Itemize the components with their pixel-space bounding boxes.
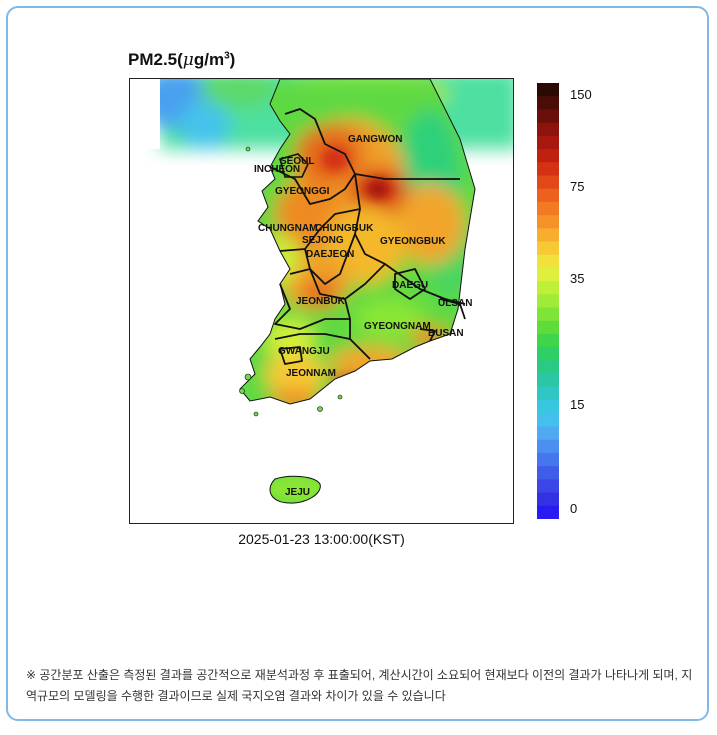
region-label-gyeongnam: GYEONGNAM: [364, 321, 431, 332]
colorbar-segment: [537, 241, 559, 256]
region-label-incheon: INCHEON: [254, 164, 300, 175]
colorbar-segment: [537, 201, 559, 216]
colorbar-segment: [537, 505, 559, 519]
colorbar-segment: [537, 215, 559, 229]
region-label-ulsan: ULSAN: [438, 298, 472, 309]
colorbar-segment: [537, 83, 559, 97]
region-label-gangwon: GANGWON: [348, 134, 402, 145]
region-label-chungbuk: CHUNGBUK: [315, 223, 374, 234]
region-label-daegu: DAEGU: [392, 280, 428, 291]
colorbar-tick-15: 15: [570, 397, 585, 412]
region-label-sejong: SEJONG: [302, 235, 344, 246]
colorbar-segment: [537, 307, 559, 322]
colorbar-segment: [537, 135, 559, 150]
colorbar-segment: [537, 109, 559, 124]
colorbar-tick-35: 35: [570, 271, 585, 286]
colorbar-segment: [537, 188, 559, 203]
colorbar-segment: [537, 149, 559, 163]
colorbar-segment: [537, 479, 559, 494]
colorbar-segment: [537, 175, 559, 190]
colorbar-tick-0: 0: [570, 501, 578, 516]
colorbar-segment: [537, 452, 559, 467]
pm25-colorbar: [537, 83, 559, 519]
colorbar-segment: [537, 386, 559, 401]
colorbar-tick-75: 75: [570, 179, 585, 194]
colorbar-segment: [537, 267, 559, 282]
colorbar-segment: [537, 254, 559, 269]
region-label-jeonbuk: JEONBUK: [296, 296, 346, 307]
colorbar-tick-150: 150: [570, 87, 592, 102]
region-label-jeonnam: JEONNAM: [286, 368, 336, 379]
colorbar-segment: [537, 439, 559, 454]
pm25-map: GANGWON SEOUL INCHEON GYEONGGI CHUNGNAM …: [129, 78, 514, 524]
colorbar-segment: [537, 320, 559, 335]
region-label-gyeonggi: GYEONGGI: [275, 186, 330, 197]
region-label-daejeon: DAEJEON: [306, 249, 354, 260]
map-title: PM2.5(μg/m3): [128, 50, 236, 70]
colorbar-segment: [537, 334, 559, 348]
region-label-chungnam: CHUNGNAM: [258, 223, 317, 234]
colorbar-segment: [537, 426, 559, 441]
colorbar-segment: [537, 347, 559, 361]
region-label-jeju: JEJU: [285, 487, 310, 498]
colorbar-segment: [537, 281, 559, 295]
korea-map-svg: GANGWON SEOUL INCHEON GYEONGGI CHUNGNAM …: [130, 79, 513, 504]
colorbar-segment: [537, 492, 559, 507]
colorbar-segment: [537, 294, 559, 309]
colorbar-segment: [537, 360, 559, 375]
colorbar-segment: [537, 413, 559, 428]
colorbar-segment: [537, 400, 559, 414]
region-label-busan: BUSAN: [428, 328, 464, 339]
colorbar-segment: [537, 228, 559, 243]
map-timestamp: 2025-01-23 13:00:00(KST): [238, 531, 405, 547]
region-label-seoul: SEOUL: [280, 156, 314, 167]
colorbar-segment: [537, 162, 559, 176]
region-label-gyeongbuk: GYEONGBUK: [380, 236, 446, 247]
colorbar-segment: [537, 96, 559, 110]
colorbar-segment: [537, 122, 559, 137]
region-label-gwangju: GWANGJU: [278, 346, 330, 357]
colorbar-segment: [537, 373, 559, 388]
colorbar-segment: [537, 466, 559, 480]
disclaimer-note: ※ 공간분포 산출은 측정된 결과를 공간적으로 재분석과정 후 표출되어, 계…: [26, 668, 693, 703]
